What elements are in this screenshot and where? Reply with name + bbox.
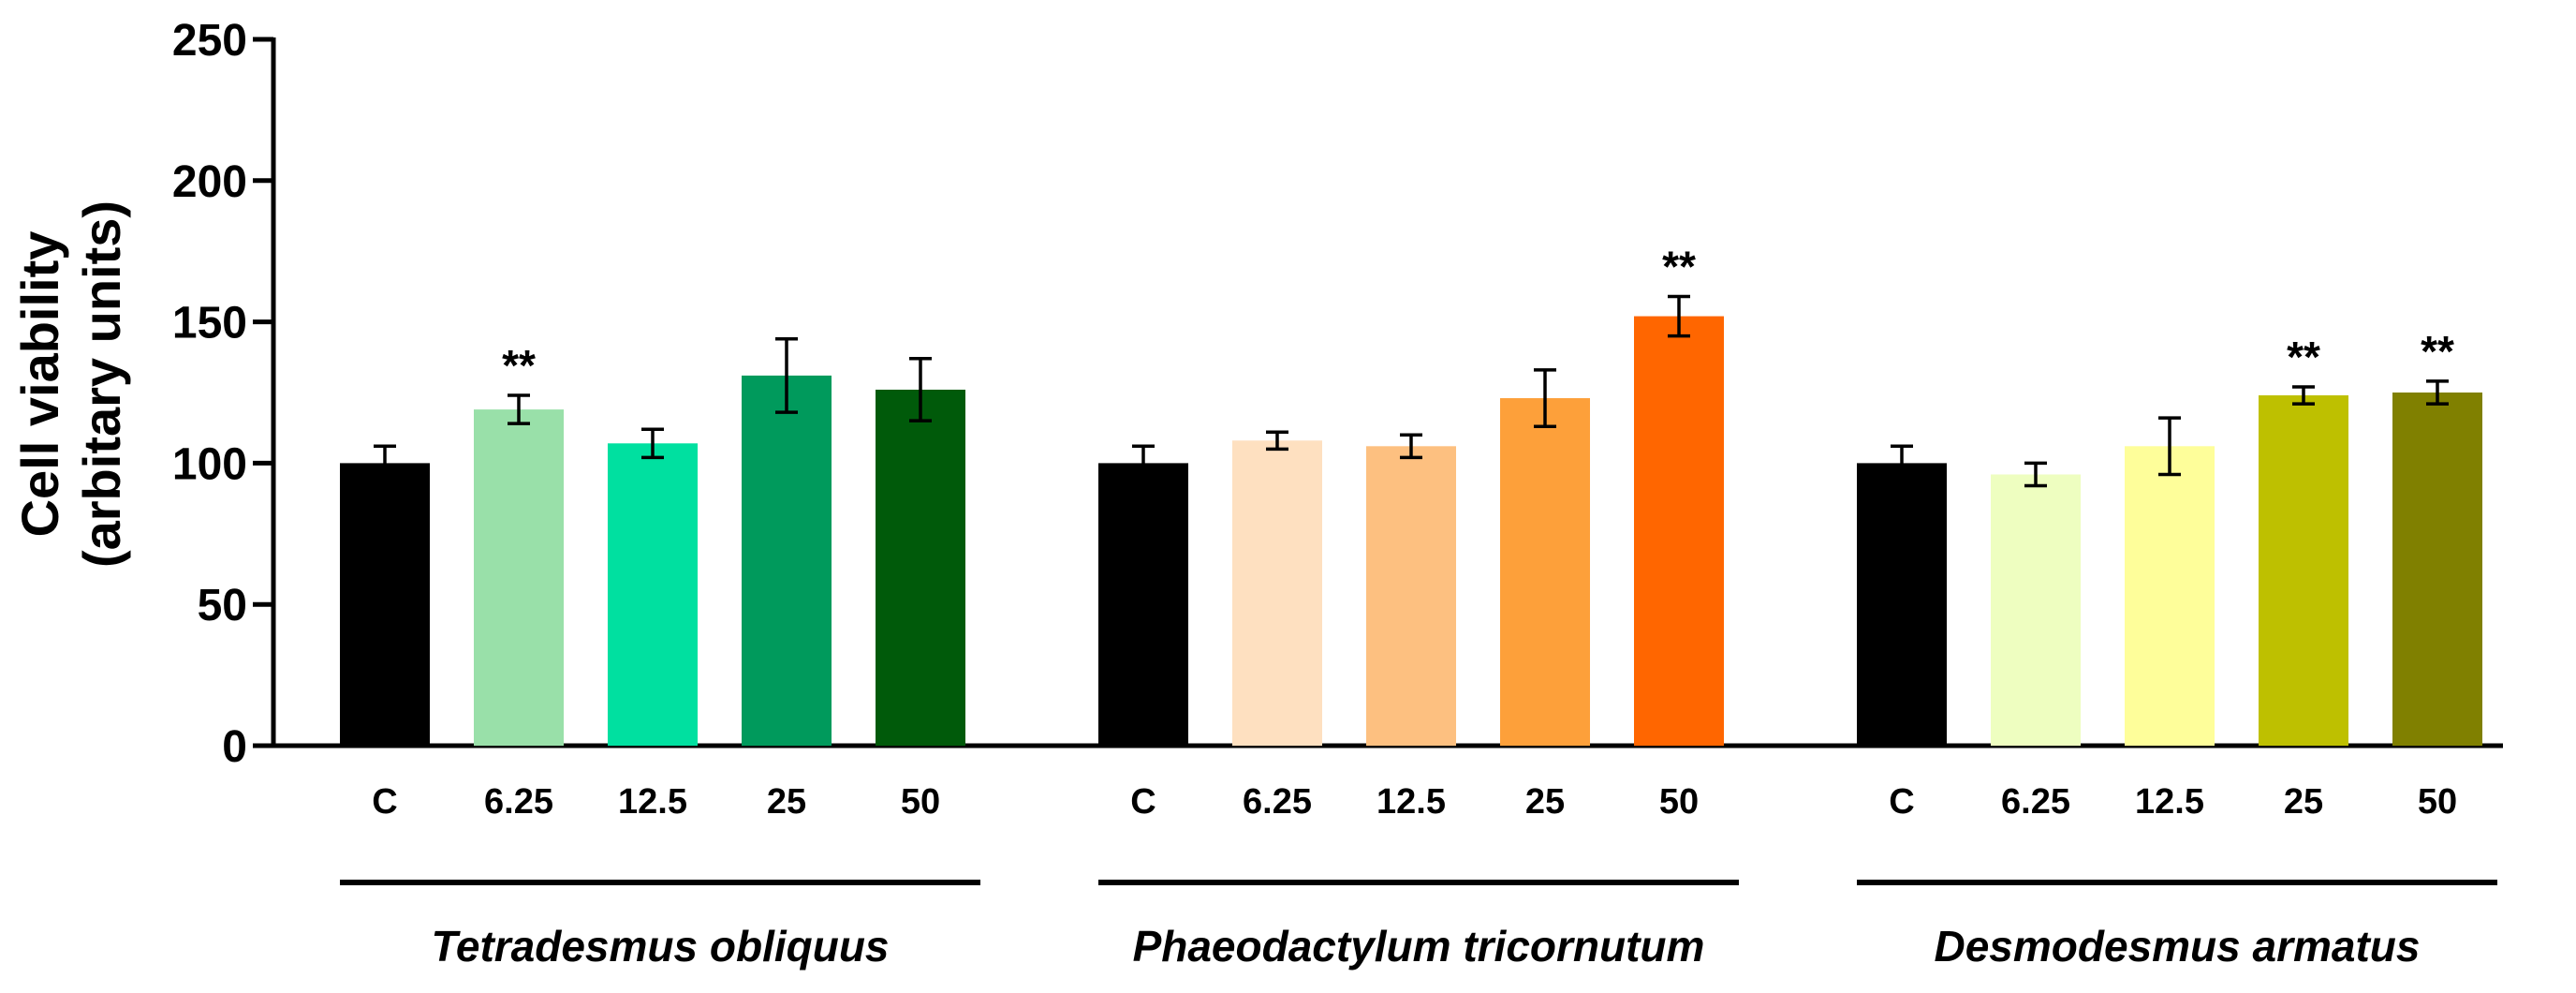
x-tick-label: 50 <box>901 782 940 822</box>
x-tick-label: C <box>1889 782 1914 822</box>
bar <box>2125 446 2215 746</box>
x-tick-labels: C 6.25 12.5 25 50 C 6.25 12.5 25 50 C 6.25 12.5 25 50 <box>372 782 2457 822</box>
y-axis-label-line-2: (arbitary units) <box>72 200 131 568</box>
bar <box>742 375 832 746</box>
bar <box>1634 316 1724 746</box>
bar <box>1232 440 1322 746</box>
group-label: Tetradesmus obliquus <box>431 922 889 971</box>
bar <box>2392 393 2482 746</box>
bar <box>1857 463 1947 746</box>
bar <box>474 409 564 746</box>
x-tick-label: 12.5 <box>2135 782 2204 822</box>
y-axis-label-line-1: Cell viability <box>10 231 69 538</box>
x-tick-label: 12.5 <box>1376 782 1446 822</box>
bar <box>2259 395 2348 746</box>
x-tick-label: C <box>1130 782 1156 822</box>
y-tick-label: 250 <box>172 16 247 66</box>
bar <box>1991 474 2081 746</box>
x-tick-label: 12.5 <box>618 782 687 822</box>
y-tick-label: 50 <box>198 581 247 630</box>
group-label: Phaeodactylum tricornutum <box>1133 922 1705 971</box>
y-tick-label: 0 <box>222 722 247 772</box>
x-tick-label: 25 <box>1525 782 1565 822</box>
significance-marker: ** <box>2287 333 2320 381</box>
y-axis-label: Cell viability (arbitary units) <box>10 200 131 568</box>
bar <box>1098 463 1188 746</box>
group-label: Desmodesmus armatus <box>1935 922 2421 971</box>
x-tick-label: 6.25 <box>2001 782 2070 822</box>
x-tick-label: 50 <box>1659 782 1699 822</box>
bars-layer: ** ** ** ** <box>340 242 2482 746</box>
group-labels: Tetradesmus obliquus Phaeodactylum tricor… <box>340 880 2497 971</box>
x-tick-label: 6.25 <box>1243 782 1312 822</box>
x-tick-label: C <box>372 782 397 822</box>
x-tick-label: 50 <box>2418 782 2457 822</box>
y-tick-label: 200 <box>172 157 247 207</box>
bar <box>1500 398 1590 746</box>
x-tick-label: 25 <box>2284 782 2323 822</box>
bar <box>1366 446 1456 746</box>
significance-marker: ** <box>1662 242 1696 290</box>
y-tick-label: 150 <box>172 299 247 348</box>
bar <box>608 443 698 746</box>
y-tick-label: 100 <box>172 439 247 489</box>
x-tick-label: 6.25 <box>484 782 553 822</box>
bar <box>340 463 430 746</box>
bar <box>876 389 965 746</box>
significance-marker: ** <box>502 341 536 390</box>
significance-marker: ** <box>2421 327 2454 376</box>
x-tick-label: 25 <box>767 782 806 822</box>
